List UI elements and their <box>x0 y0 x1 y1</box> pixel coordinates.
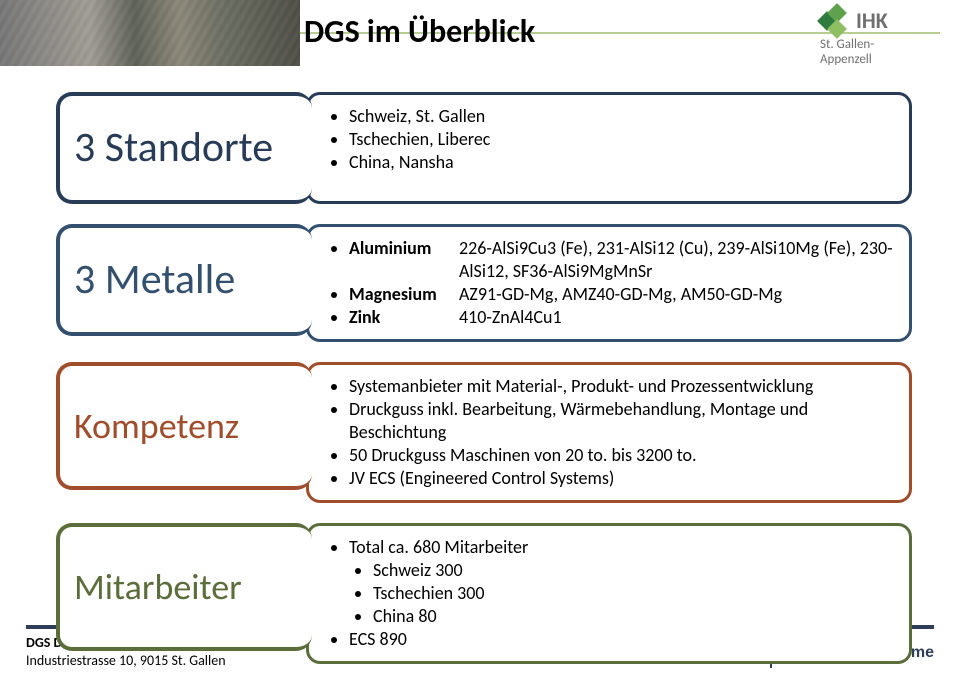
decorative-image-strip <box>0 0 300 66</box>
card-body-metalle: Aluminium226-AlSi9Cu3 (Fe), 231-AlSi12 (… <box>306 224 912 342</box>
ihk-name: IHK <box>856 10 888 32</box>
list-item: Schweiz, St. Gallen <box>349 105 893 128</box>
ihk-line1: St. Gallen- <box>820 37 874 52</box>
list-item: Systemanbieter mit Material-, Produkt- u… <box>349 375 893 398</box>
metal-val: 226-AlSi9Cu3 (Fe), 231-AlSi12 (Cu), 239-… <box>459 237 893 283</box>
list-item: Schweiz 300 <box>373 559 893 582</box>
list-item: China, Nansha <box>349 151 893 174</box>
card-metalle: 3 Metalle Aluminium226-AlSi9Cu3 (Fe), 23… <box>56 224 912 342</box>
card-body-mitarbeiter: Total ca. 680 Mitarbeiter Schweiz 300 Ts… <box>306 523 912 664</box>
metal-key: Magnesium <box>349 283 459 306</box>
card-standorte: 3 Standorte Schweiz, St. Gallen Tschechi… <box>56 92 912 204</box>
card-kompetenz: Kompetenz Systemanbieter mit Material-, … <box>56 362 912 503</box>
list-item: ECS 890 <box>349 628 893 651</box>
card-tab-metalle: 3 Metalle <box>56 224 312 336</box>
total-line: Total ca. 680 Mitarbeiter <box>349 536 528 558</box>
list-item: Aluminium226-AlSi9Cu3 (Fe), 231-AlSi12 (… <box>349 237 893 283</box>
list-item: China 80 <box>373 605 893 628</box>
page-title: DGS im Überblick <box>304 12 535 51</box>
card-mitarbeiter: Mitarbeiter Total ca. 680 Mitarbeiter Sc… <box>56 523 912 664</box>
card-body-standorte: Schweiz, St. Gallen Tschechien, Liberec … <box>306 92 912 204</box>
list-item: 50 Druckguss Maschinen von 20 to. bis 32… <box>349 444 893 467</box>
list-item: Zink410-ZnAl4Cu1 <box>349 306 893 329</box>
ihk-subtitle: St. Gallen- Appenzell <box>820 38 938 68</box>
list-item: Tschechien 300 <box>373 582 893 605</box>
card-body-kompetenz: Systemanbieter mit Material-, Produkt- u… <box>306 362 912 503</box>
list-item: JV ECS (Engineered Control Systems) <box>349 467 893 490</box>
footer-address: Industriestrasse 10, 9015 St. Gallen <box>26 652 226 670</box>
list-item: MagnesiumAZ91-GD-Mg, AMZ40-GD-Mg, AM50-G… <box>349 283 893 306</box>
list-item: Druckguss inkl. Bearbeitung, Wärmebehand… <box>349 398 893 444</box>
cards-container: 3 Standorte Schweiz, St. Gallen Tschechi… <box>56 92 912 677</box>
slide: DGS im Überblick IHK St. Gallen- Appenze… <box>0 0 960 677</box>
ihk-diamonds-icon <box>820 6 850 36</box>
list-item: Total ca. 680 Mitarbeiter Schweiz 300 Ts… <box>349 536 893 628</box>
metal-key: Aluminium <box>349 237 459 283</box>
list-item: Tschechien, Liberec <box>349 128 893 151</box>
metal-val: 410-ZnAl4Cu1 <box>459 306 893 329</box>
ihk-logo: IHK St. Gallen- Appenzell <box>820 6 938 68</box>
ihk-line2: Appenzell <box>820 52 872 67</box>
card-tab-standorte: 3 Standorte <box>56 92 312 204</box>
card-tab-mitarbeiter: Mitarbeiter <box>56 523 312 651</box>
metal-key: Zink <box>349 306 459 329</box>
card-tab-kompetenz: Kompetenz <box>56 362 312 490</box>
metal-val: AZ91-GD-Mg, AMZ40-GD-Mg, AM50-GD-Mg <box>459 283 893 306</box>
